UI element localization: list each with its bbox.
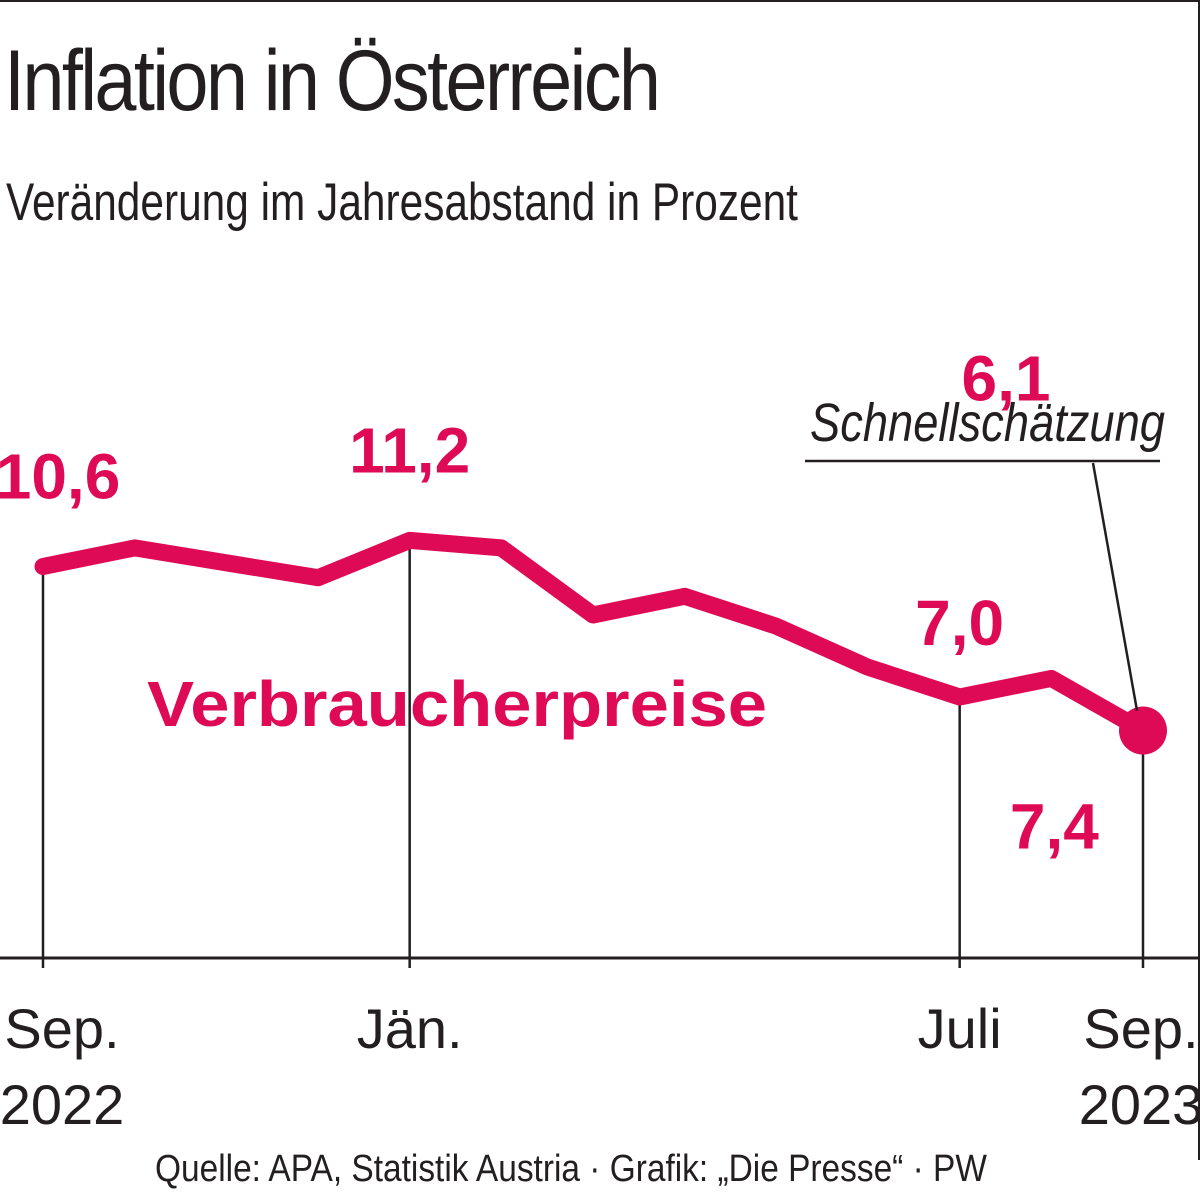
x-tick-label-2-0: Juli xyxy=(918,997,1002,1060)
x-tick-label-1-0: Jän. xyxy=(357,997,463,1060)
x-tick-labels: Sep. 2022 Jän. Juli Sep. 2023 xyxy=(0,997,1200,1136)
chart-subtitle: Veränderung im Jahresabstand in Prozent xyxy=(6,173,798,232)
data-label-2023-08: 7,4 xyxy=(1010,790,1099,862)
tick-drop-lines xyxy=(41,540,1145,958)
frame-top-border xyxy=(0,0,1200,2)
data-label-2023-09: 6,1 xyxy=(962,343,1051,415)
x-tick-label-0-1: 2022 xyxy=(0,1073,124,1136)
data-label-2023-01: 11,2 xyxy=(349,414,470,486)
series-line-verbraucherpreise xyxy=(34,531,1152,740)
series-end-point xyxy=(1119,706,1167,755)
x-tick-label-3-0: Sep. xyxy=(1083,997,1198,1060)
data-labels: 10,6 11,2 7,0 7,4 6,1 xyxy=(0,343,1099,863)
series-label-verbraucherpreise: Verbraucherpreise xyxy=(147,668,767,740)
annotation-leader-line xyxy=(1091,462,1139,711)
frame-right-border xyxy=(1198,0,1200,1160)
annotation-schnellschaetzung: Schnellschätzung xyxy=(810,393,1165,453)
x-tick-label-3-1: 2023 xyxy=(1079,1073,1200,1136)
source-credit: Quelle: APA, Statistik Austria · Grafik:… xyxy=(155,1148,987,1190)
x-tick-label-0-0: Sep. xyxy=(4,997,119,1060)
x-tick-marks xyxy=(41,958,1145,968)
data-label-2022-09: 10,6 xyxy=(0,441,120,513)
chart-title: Inflation in Österreich xyxy=(4,33,661,129)
data-label-2023-07: 7,0 xyxy=(915,587,1004,659)
